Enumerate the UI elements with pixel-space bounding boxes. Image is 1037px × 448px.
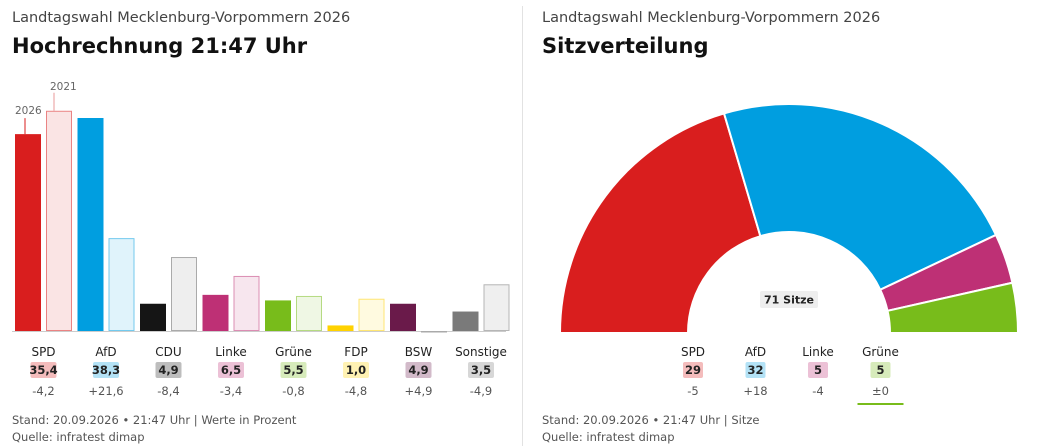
diff-label-afd: +21,6 bbox=[88, 384, 123, 398]
bar-2026-spd: SPD: 35,4 bbox=[15, 134, 41, 331]
category-label-cdu: CDU bbox=[155, 345, 181, 359]
category-label-spd: SPD bbox=[31, 345, 55, 359]
bar-2021-fdp bbox=[358, 298, 385, 331]
legend-highlight-underline bbox=[857, 403, 904, 405]
seat-legend-label-afd: AfD bbox=[745, 345, 766, 359]
value-pill-cdu bbox=[155, 362, 182, 378]
value-label-afd: 38,3 bbox=[92, 363, 120, 377]
category-label-gruene: Grüne bbox=[275, 345, 312, 359]
bar-2021-sonstige bbox=[483, 284, 510, 332]
results-bar-chart: SPD: 35,4 SPD 35,4 -4,2 AfD: 38,3 AfD 38,3 +21,… bbox=[12, 81, 510, 398]
value-pill-bsw bbox=[405, 362, 432, 378]
diff-label-gruene: -0,8 bbox=[282, 384, 304, 398]
value-pill-afd bbox=[93, 362, 119, 378]
value-label-spd: 35,4 bbox=[29, 363, 57, 377]
seats-subtitle: Landtagswahl Mecklenburg-Vorpommern 2026 bbox=[542, 10, 881, 26]
value-label-sonstige: 3,5 bbox=[471, 363, 491, 377]
seat-value-afd: 32 bbox=[747, 363, 763, 377]
total-seats-label: 71 Sitze bbox=[764, 294, 814, 307]
diff-label-cdu: -8,4 bbox=[157, 384, 179, 398]
seat-value-spd: 29 bbox=[685, 363, 701, 377]
category-label-bsw: BSW bbox=[405, 345, 433, 359]
results-subtitle: Landtagswahl Mecklenburg-Vorpommern 2026 bbox=[12, 10, 351, 26]
diff-label-sonstige: -4,9 bbox=[470, 384, 492, 398]
seat-segment-spd bbox=[558, 112, 762, 334]
diff-label-linke: -3,4 bbox=[220, 384, 242, 398]
bar-2026-linke: Linke: 6,5 bbox=[202, 294, 229, 331]
seat-diff-gruene: ±0 bbox=[872, 384, 889, 398]
bar-2026-bsw: BSW: 4,9 bbox=[390, 303, 416, 331]
seat-legend-label-linke: Linke bbox=[802, 345, 834, 359]
seat-value-linke: 5 bbox=[814, 363, 822, 377]
seat-segment-afd bbox=[722, 103, 998, 292]
value-label-cdu: 4,9 bbox=[158, 363, 178, 377]
bar-2021-spd bbox=[46, 110, 72, 331]
seat-legend-label-spd: SPD bbox=[681, 345, 705, 359]
results-footer-source: Quelle: infratest dimap bbox=[12, 430, 145, 444]
value-pill-linke bbox=[218, 362, 244, 378]
seat-segment-gruene bbox=[886, 281, 1020, 334]
value-pill-sonstige bbox=[468, 362, 494, 378]
seats-footer-source: Quelle: infratest dimap bbox=[542, 430, 675, 444]
bar-2021-afd bbox=[108, 238, 135, 331]
bar-2026-afd: AfD: 38,3 bbox=[77, 118, 104, 331]
category-label-fdp: FDP bbox=[344, 345, 367, 359]
category-label-linke: Linke bbox=[215, 345, 247, 359]
value-pill-spd bbox=[30, 362, 57, 378]
bar-2021-linke bbox=[233, 275, 260, 332]
panel-divider bbox=[522, 6, 523, 446]
seat-value-pill-afd bbox=[745, 362, 766, 378]
seats-panel: Landtagswahl Mecklenburg-Vorpommern 2026… bbox=[530, 0, 1037, 448]
results-panel: Landtagswahl Mecklenburg-Vorpommern 2026… bbox=[12, 10, 510, 444]
category-label-sonstige: Sonstige bbox=[455, 345, 507, 359]
value-label-linke: 6,5 bbox=[221, 363, 241, 377]
seat-value-pill-gruene bbox=[870, 362, 891, 378]
category-label-afd: AfD bbox=[95, 345, 116, 359]
bar-2026-gruene: Grüne: 5,5 bbox=[265, 300, 291, 331]
seats-footer-stand: Stand: 20.09.2026 • 21:47 Uhr | Sitze bbox=[542, 413, 760, 427]
total-seats-pill bbox=[760, 291, 818, 308]
bar-2021-bsw bbox=[421, 331, 447, 333]
bar-2021-cdu bbox=[171, 257, 197, 331]
seat-legend-label-gruene: Grüne bbox=[862, 345, 899, 359]
value-pill-fdp bbox=[343, 362, 369, 378]
seat-value-pill-spd bbox=[683, 362, 703, 378]
seat-diff-linke: -4 bbox=[812, 384, 823, 398]
bar-2026-cdu: CDU: 4,9 bbox=[140, 303, 166, 331]
bar-2026-sonstige: Sonstige: 3,5 bbox=[452, 311, 479, 331]
seat-value-gruene: 5 bbox=[876, 363, 884, 377]
tag-2026: 2026 bbox=[15, 105, 42, 117]
diff-label-spd: -4,2 bbox=[32, 384, 54, 398]
diff-label-bsw: +4,9 bbox=[405, 384, 433, 398]
diff-label-fdp: -4,8 bbox=[345, 384, 367, 398]
bar-2026-fdp: FDP: 1,0 bbox=[327, 325, 354, 331]
seat-value-pill-linke bbox=[808, 362, 828, 378]
tag-2021: 2021 bbox=[50, 81, 77, 93]
value-label-bsw: 4,9 bbox=[408, 363, 428, 377]
bar-2021-gruene bbox=[296, 295, 322, 331]
results-footer-stand: Stand: 20.09.2026 • 21:47 Uhr | Werte in… bbox=[12, 413, 297, 427]
seats-hemicycle-chart: 71 Sitze SPD 29 -5 AfD 32 +18 Linke 5 -4 Grüne 5 ±0 bbox=[558, 103, 1020, 405]
value-label-fdp: 1,0 bbox=[346, 363, 366, 377]
seats-title: Sitzverteilung bbox=[542, 34, 709, 58]
results-title: Hochrechnung 21:47 Uhr bbox=[12, 34, 308, 58]
seat-diff-spd: -5 bbox=[687, 384, 698, 398]
value-pill-gruene bbox=[280, 362, 307, 378]
seat-diff-afd: +18 bbox=[743, 384, 767, 398]
value-label-gruene: 5,5 bbox=[283, 363, 303, 377]
